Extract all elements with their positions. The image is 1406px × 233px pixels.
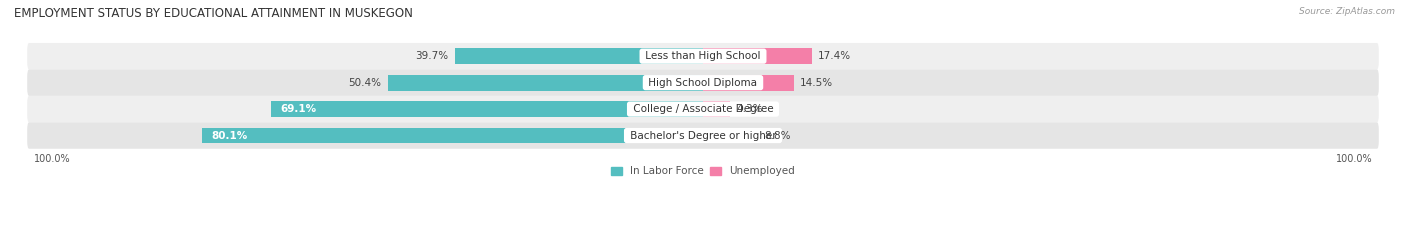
Bar <box>271 101 703 117</box>
FancyBboxPatch shape <box>27 122 1379 149</box>
Legend: In Labor Force, Unemployed: In Labor Force, Unemployed <box>607 162 799 181</box>
Bar <box>703 75 794 91</box>
Text: Less than High School: Less than High School <box>643 51 763 61</box>
Bar <box>202 128 703 144</box>
Bar <box>703 48 811 64</box>
Text: 100.0%: 100.0% <box>34 154 70 164</box>
Bar <box>388 75 703 91</box>
FancyBboxPatch shape <box>27 43 1379 69</box>
Text: Bachelor's Degree or higher: Bachelor's Degree or higher <box>627 130 779 140</box>
Text: 39.7%: 39.7% <box>415 51 449 61</box>
Text: 50.4%: 50.4% <box>349 78 381 88</box>
Text: 100.0%: 100.0% <box>1336 154 1372 164</box>
Bar <box>703 101 730 117</box>
Text: High School Diploma: High School Diploma <box>645 78 761 88</box>
Text: Source: ZipAtlas.com: Source: ZipAtlas.com <box>1299 7 1395 16</box>
Text: 17.4%: 17.4% <box>818 51 851 61</box>
Bar <box>454 48 703 64</box>
Text: College / Associate Degree: College / Associate Degree <box>630 104 776 114</box>
Text: 80.1%: 80.1% <box>211 130 247 140</box>
FancyBboxPatch shape <box>27 96 1379 122</box>
Text: 4.3%: 4.3% <box>737 104 762 114</box>
FancyBboxPatch shape <box>27 69 1379 96</box>
Bar <box>703 128 758 144</box>
Text: 14.5%: 14.5% <box>800 78 834 88</box>
Text: 8.8%: 8.8% <box>765 130 790 140</box>
Text: EMPLOYMENT STATUS BY EDUCATIONAL ATTAINMENT IN MUSKEGON: EMPLOYMENT STATUS BY EDUCATIONAL ATTAINM… <box>14 7 413 20</box>
Text: 69.1%: 69.1% <box>280 104 316 114</box>
